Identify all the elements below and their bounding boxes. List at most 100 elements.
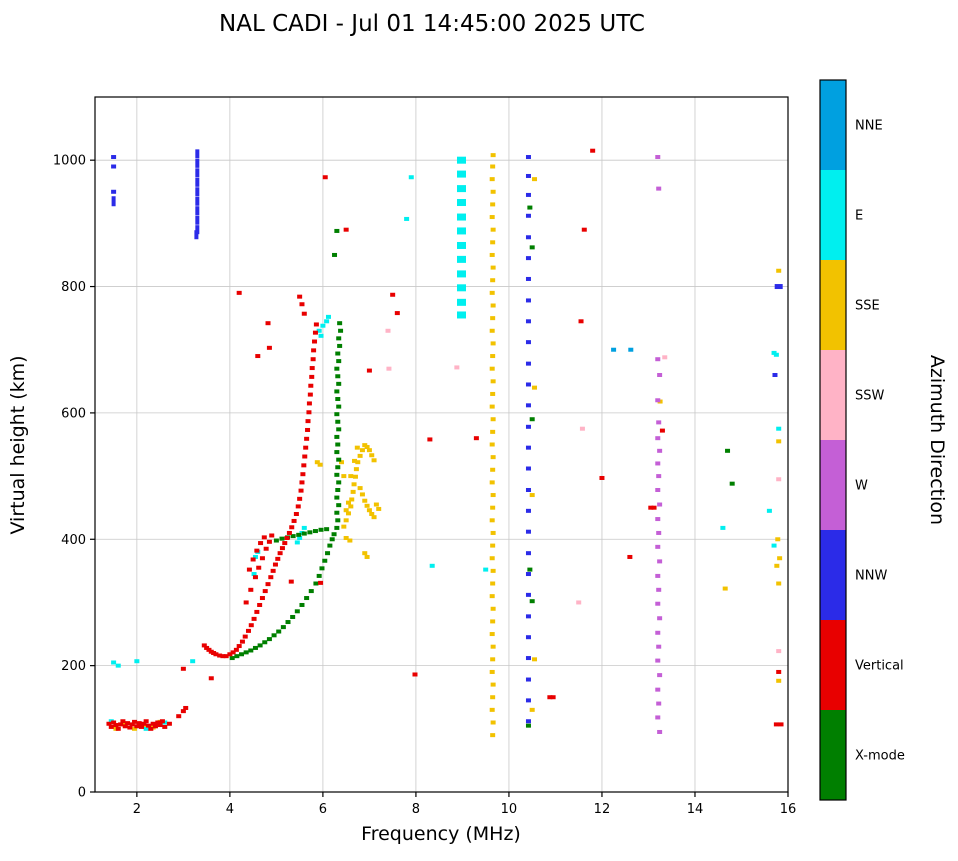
echo-point: [525, 572, 531, 577]
series-x-mode: [229, 205, 735, 728]
y-tick-label: 400: [61, 533, 86, 548]
echo-point: [233, 647, 239, 652]
echo-point: [313, 581, 319, 586]
echo-point: [525, 635, 531, 640]
echo-point: [489, 290, 495, 295]
echo-point: [183, 705, 189, 710]
echo-point: [257, 602, 263, 607]
echo-point: [157, 723, 163, 728]
echo-point: [722, 586, 728, 591]
echo-point: [282, 541, 288, 546]
echo-point: [366, 508, 372, 513]
echo-point: [255, 354, 261, 359]
echo-point: [303, 445, 309, 450]
echo-point: [427, 437, 433, 442]
echo-point: [490, 189, 496, 194]
echo-point: [325, 551, 331, 556]
echo-point: [309, 374, 315, 379]
echo-point: [239, 652, 245, 657]
echo-point: [611, 347, 617, 352]
echo-point: [456, 170, 466, 178]
echo-point: [525, 340, 531, 345]
echo-point: [657, 373, 663, 377]
echo-point: [279, 546, 285, 551]
echo-point: [343, 536, 349, 541]
echo-point: [525, 424, 531, 429]
echo-point: [489, 556, 495, 561]
echo-point: [656, 701, 662, 706]
echo-point: [532, 385, 538, 390]
echo-point: [275, 556, 281, 561]
echo-point: [269, 533, 275, 538]
echo-point: [359, 492, 365, 497]
echo-point: [266, 345, 272, 350]
echo-point: [256, 565, 262, 570]
echo-point: [386, 366, 392, 371]
echo-point: [115, 663, 121, 668]
echo-point: [320, 323, 326, 328]
echo-point: [490, 682, 496, 687]
echo-point: [208, 676, 214, 681]
echo-point: [456, 199, 466, 207]
echo-point: [286, 530, 292, 535]
echo-point: [194, 230, 199, 240]
echo-point: [335, 419, 341, 424]
echo-point: [655, 436, 661, 441]
echo-point: [262, 589, 268, 594]
echo-point: [345, 511, 351, 516]
echo-point: [294, 609, 300, 614]
echo-point: [334, 389, 340, 394]
colorbar-segment-ssw: [820, 350, 846, 440]
echo-point: [656, 587, 662, 592]
echo-point: [306, 410, 312, 415]
echo-point: [657, 502, 663, 507]
echo-point: [429, 563, 435, 568]
echo-point: [348, 474, 354, 479]
echo-point: [195, 158, 200, 168]
echo-point: [371, 458, 377, 463]
echo-point: [248, 648, 254, 653]
echo-point: [243, 650, 249, 655]
echo-point: [656, 530, 662, 535]
echo-point: [408, 175, 414, 180]
echo-point: [134, 724, 140, 729]
echo-point: [490, 164, 496, 169]
echo-point: [318, 333, 324, 338]
echo-point: [490, 341, 496, 346]
echo-point: [265, 321, 271, 326]
echo-point: [627, 554, 633, 559]
echo-point: [662, 355, 668, 360]
echo-point: [456, 213, 466, 221]
echo-point: [118, 722, 124, 727]
echo-point: [291, 518, 297, 523]
echo-point: [369, 512, 375, 516]
colorbar-tick-label: W: [855, 479, 868, 494]
echo-point: [725, 448, 731, 453]
echo-point: [305, 419, 311, 424]
echo-point: [373, 502, 379, 507]
echo-point: [776, 678, 782, 683]
echo-point: [155, 720, 161, 725]
echo-point: [162, 724, 168, 729]
echo-point: [318, 580, 324, 585]
echo-point: [324, 319, 330, 324]
echo-point: [317, 462, 323, 467]
colorbar-tick-label: NNE: [855, 119, 883, 134]
echo-point: [316, 328, 322, 333]
echo-point: [329, 537, 335, 542]
echo-point: [252, 645, 258, 650]
colorbar-tick-label: NNW: [855, 569, 887, 584]
echo-point: [489, 404, 495, 409]
echo-point: [489, 707, 495, 712]
echo-point: [490, 543, 496, 548]
echo-point: [655, 601, 661, 606]
echo-point: [527, 567, 533, 572]
echo-point: [309, 366, 315, 371]
echo-point: [489, 594, 495, 599]
echo-point: [335, 374, 341, 379]
echo-point: [335, 442, 341, 447]
echo-point: [304, 436, 310, 441]
echo-point: [252, 575, 258, 580]
echo-point: [311, 348, 317, 353]
echo-point: [489, 518, 495, 523]
